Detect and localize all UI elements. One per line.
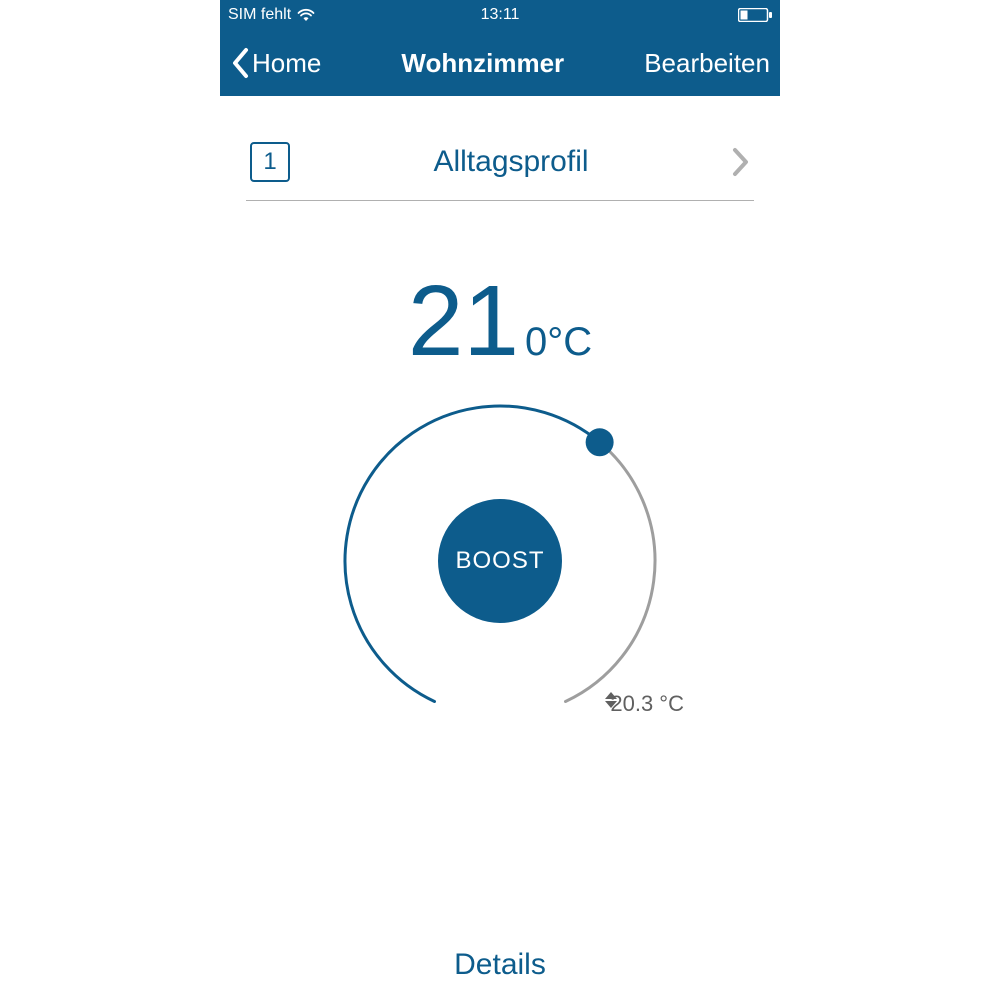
back-button[interactable]: Home <box>230 46 321 80</box>
chevron-right-icon <box>732 147 750 177</box>
status-right <box>738 8 772 22</box>
chevron-left-icon <box>230 46 250 80</box>
wifi-icon <box>297 8 315 22</box>
target-temp-suffix: 0°C <box>525 320 592 365</box>
profile-row[interactable]: 1 Alltagsprofil <box>246 128 754 201</box>
status-bar: SIM fehlt 13:11 <box>220 0 780 30</box>
sim-status-text: SIM fehlt <box>228 6 291 24</box>
status-time: 13:11 <box>481 6 520 24</box>
profile-number-badge: 1 <box>250 142 290 182</box>
details-link[interactable]: Details <box>220 948 780 982</box>
page-title: Wohnzimmer <box>401 48 564 79</box>
current-temperature: 20.3 °C <box>604 691 684 717</box>
status-left: SIM fehlt <box>228 6 315 24</box>
target-temperature: 21 0°C <box>408 271 592 371</box>
thermostat: 21 0°C BOOST 20.3 °C <box>220 271 780 731</box>
boost-button[interactable]: BOOST <box>438 499 562 623</box>
temperature-dial[interactable]: BOOST 20.3 °C <box>330 391 670 731</box>
nav-bar: Home Wohnzimmer Bearbeiten <box>220 30 780 96</box>
profile-label: Alltagsprofil <box>290 145 732 179</box>
back-label: Home <box>252 48 321 79</box>
current-temp-value: 20.3 °C <box>610 691 684 717</box>
battery-icon <box>738 8 772 22</box>
boost-label: BOOST <box>455 547 544 575</box>
edit-button[interactable]: Bearbeiten <box>644 48 770 79</box>
phone-frame: SIM fehlt 13:11 <box>220 0 780 1000</box>
target-temp-main: 21 <box>408 271 519 371</box>
